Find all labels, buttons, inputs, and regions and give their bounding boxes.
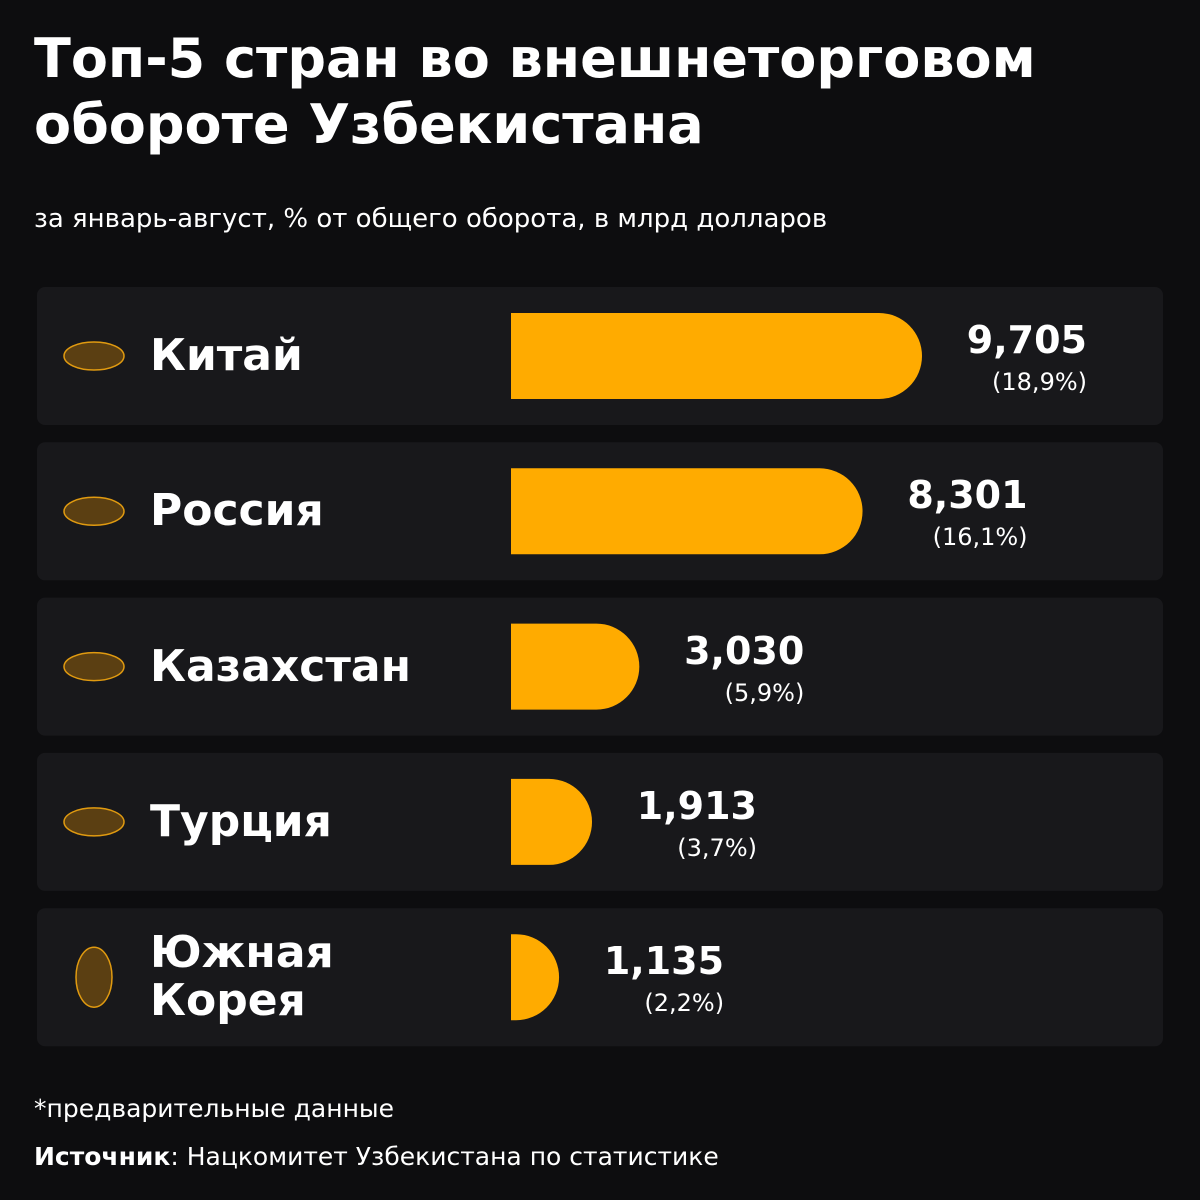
source-text: : Нацкомитет Узбекистана по статистике	[170, 1142, 719, 1171]
category-label: Южная Корея	[150, 927, 334, 1027]
country-icon	[63, 807, 125, 837]
bar	[511, 934, 560, 1021]
subtitle: за январь-август, % от общего оборота, в…	[34, 204, 828, 234]
category-label: Турция	[150, 795, 332, 847]
value-label: 1,913	[636, 783, 757, 828]
country-icon	[63, 341, 125, 371]
row-background	[37, 908, 1163, 1047]
bar	[511, 778, 593, 865]
source: Источник: Нацкомитет Узбекистана по стат…	[34, 1142, 719, 1171]
bar	[511, 623, 640, 710]
value-label: 8,301	[907, 473, 1028, 518]
value-label: 1,135	[603, 939, 725, 984]
share-label: (3,7%)	[677, 833, 757, 862]
chart-title: Топ-5 стран во внешнеторговом обороте Уз…	[34, 27, 1036, 156]
share-label: (5,9%)	[724, 678, 805, 707]
country-icon	[63, 496, 125, 527]
share-label: (18,9%)	[992, 368, 1087, 396]
row-background	[37, 752, 1163, 891]
bar	[511, 468, 863, 555]
share-label: (16,1%)	[932, 523, 1028, 552]
country-icon	[63, 651, 125, 682]
value-label: 3,030	[684, 628, 805, 673]
note: *предварительные данные	[34, 1094, 395, 1123]
category-label: Россия	[150, 485, 324, 537]
country-icon	[75, 946, 113, 1008]
category-label: Казахстан	[150, 640, 411, 692]
source-label: Источник	[34, 1142, 171, 1171]
share-label: (2,2%)	[644, 989, 725, 1018]
category-label: Китай	[150, 330, 303, 381]
bar	[511, 313, 923, 399]
value-label: 9,705	[966, 318, 1087, 362]
